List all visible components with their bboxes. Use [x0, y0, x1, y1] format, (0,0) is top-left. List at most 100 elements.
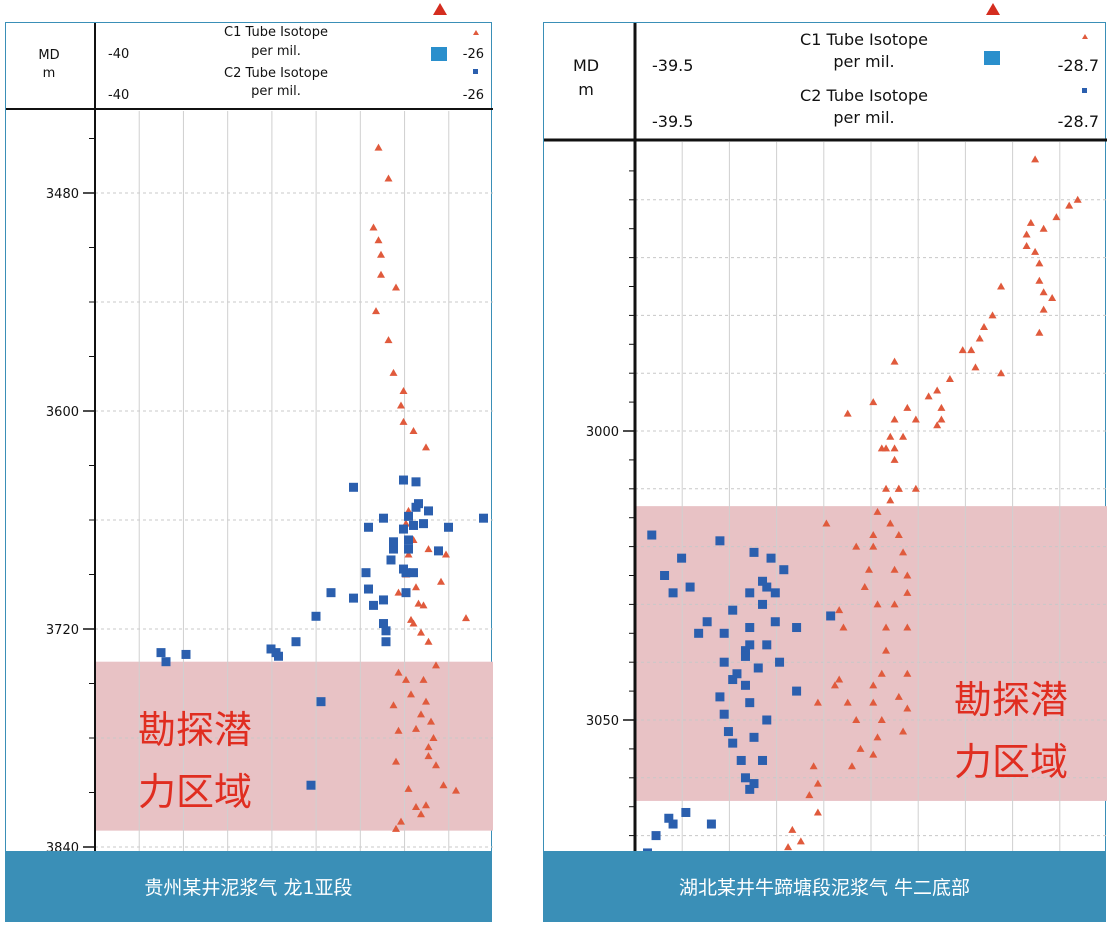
- c2-point: [745, 698, 755, 708]
- c1-point: [873, 733, 882, 741]
- c2-point: [749, 547, 759, 557]
- c1-point: [1031, 155, 1040, 163]
- c1-point: [899, 548, 908, 556]
- zone-label-line2: 力区域: [954, 740, 1068, 784]
- y-tick-label: 3600: [46, 405, 79, 420]
- c2-point: [668, 588, 678, 598]
- legend-c2-square-icon: [1082, 88, 1087, 93]
- c1-point: [886, 432, 895, 440]
- y-tick-label: 3720: [46, 623, 79, 638]
- red-triangle-icon: [433, 3, 447, 15]
- c1-point: [384, 336, 393, 344]
- c1-point: [869, 542, 878, 550]
- c2-point: [643, 848, 653, 853]
- c1-point: [407, 690, 415, 698]
- c1-point: [442, 550, 450, 558]
- c1-point: [1065, 201, 1074, 209]
- legend-c2-square-icon: [473, 69, 478, 74]
- c1-point: [1039, 288, 1048, 296]
- c2-point: [770, 588, 780, 598]
- c1-point: [890, 600, 899, 608]
- c1-point: [805, 791, 814, 799]
- c2-point: [719, 709, 729, 719]
- c2-point: [753, 663, 763, 673]
- c1-point: [890, 415, 899, 423]
- c2-point: [740, 646, 750, 656]
- md-axis-label: MD: [38, 48, 59, 63]
- c1-point: [462, 614, 470, 622]
- c2-point: [779, 565, 789, 575]
- c2-point: [728, 738, 738, 748]
- c1-point: [397, 817, 405, 825]
- c2-point: [381, 626, 391, 636]
- c1-point: [975, 334, 984, 342]
- c1-point: [1031, 247, 1040, 255]
- c1-point: [384, 174, 393, 182]
- c1-point: [402, 675, 410, 683]
- c1-point: [877, 669, 886, 677]
- c1-point: [369, 223, 378, 231]
- c2-point: [677, 553, 687, 563]
- zone-label-line2: 力区域: [138, 770, 252, 814]
- c1-point: [899, 727, 908, 735]
- c2-point: [792, 686, 802, 696]
- c1-point: [980, 322, 988, 330]
- c2-point: [156, 648, 166, 658]
- c1-point: [882, 484, 891, 492]
- c2-point: [404, 535, 413, 545]
- c1-point: [796, 837, 805, 845]
- c1-point: [971, 363, 980, 371]
- chart-caption-left: 贵州某井泥浆气 龙1亚段: [6, 851, 491, 921]
- c1-point: [843, 409, 852, 417]
- c1-scale-max: -26: [463, 47, 484, 62]
- c1-point: [911, 415, 920, 423]
- md-axis-label: MD: [573, 56, 599, 75]
- c2-point: [719, 628, 729, 638]
- c1-point: [830, 681, 839, 689]
- c1-point: [937, 403, 946, 411]
- c2-point: [749, 779, 759, 789]
- c1-scale-min: -40: [108, 47, 129, 62]
- c1-point: [412, 583, 420, 591]
- c2-point: [291, 637, 301, 647]
- c2-point: [274, 651, 283, 661]
- c1-point: [422, 697, 430, 705]
- c2-point: [411, 477, 421, 487]
- c2-point: [826, 611, 836, 621]
- c1-point: [432, 661, 440, 669]
- c1-point: [389, 368, 398, 376]
- c2-point: [660, 571, 670, 580]
- c2-point: [409, 520, 418, 530]
- data-points: [156, 143, 488, 832]
- c1-point: [374, 236, 383, 244]
- c1-point: [835, 606, 844, 614]
- c2-point: [664, 813, 674, 823]
- c2-point: [364, 584, 373, 594]
- c2-point: [386, 555, 396, 565]
- c1-point: [1022, 230, 1031, 238]
- c2-point: [326, 588, 336, 598]
- series-c1-name: C1 Tube Isotope: [224, 25, 328, 40]
- c1-point: [422, 801, 430, 809]
- c1-point: [890, 455, 899, 463]
- c1-point: [903, 623, 912, 631]
- c1-scale-min: -39.5: [652, 56, 693, 75]
- c1-point: [903, 704, 912, 712]
- c2-point: [349, 593, 358, 603]
- c1-point: [958, 346, 967, 354]
- c1-point: [843, 698, 852, 706]
- c2-point: [762, 715, 772, 725]
- chart-caption-right: 湖北某井牛蹄塘段泥浆气 牛二底部: [544, 851, 1105, 921]
- c2-point: [399, 564, 408, 574]
- c1-point: [903, 669, 912, 677]
- data-points: [643, 155, 1082, 853]
- c2-point: [379, 595, 388, 605]
- c1-point: [392, 824, 400, 832]
- c2-point: [681, 807, 691, 817]
- c2-point: [740, 680, 750, 690]
- c1-point: [414, 599, 423, 607]
- y-tick-label: 3000: [586, 425, 619, 440]
- c1-point: [899, 432, 908, 440]
- c1-point: [372, 307, 380, 315]
- c1-point: [869, 531, 878, 539]
